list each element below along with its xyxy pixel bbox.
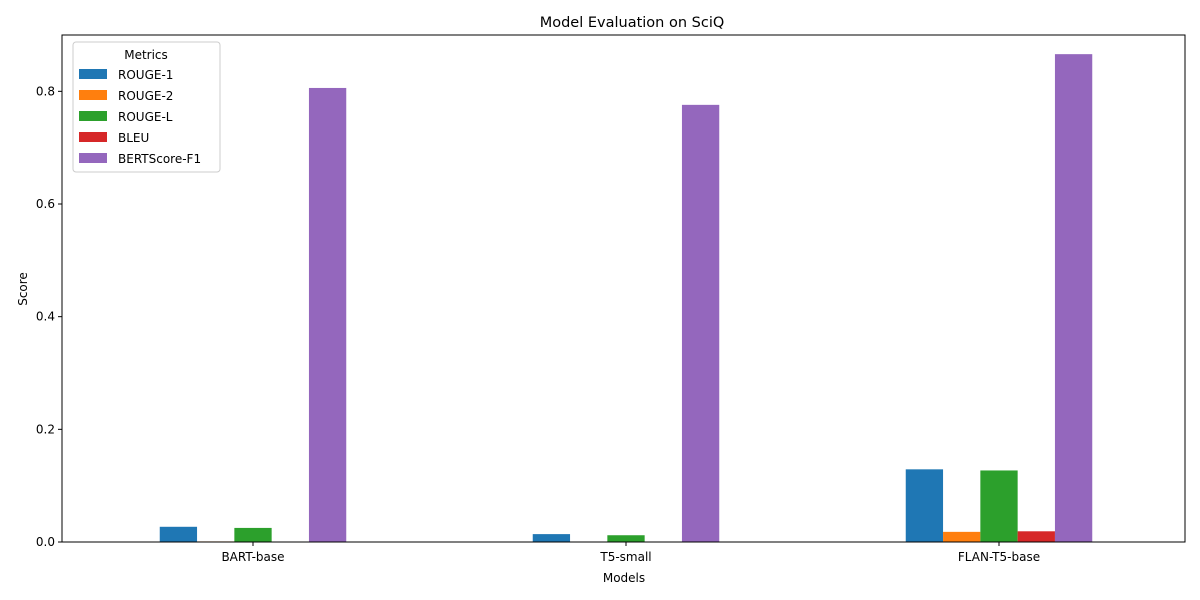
legend-label: ROUGE-2 (118, 89, 173, 103)
legend-label: BERTScore-F1 (118, 152, 201, 166)
legend-box (72, 41, 221, 173)
x-axis: BART-base T5-small FLAN-T5-base (221, 542, 1040, 564)
bar (308, 87, 347, 542)
bar (943, 531, 981, 542)
y-tick-label: 0.4 (36, 310, 55, 324)
bar (234, 527, 272, 542)
y-tick-label: 0.8 (36, 84, 55, 98)
bars-group (159, 54, 1093, 543)
y-tick-label: 0.6 (36, 197, 55, 211)
x-tick-label: FLAN-T5-base (958, 550, 1040, 564)
bar (607, 535, 645, 542)
bar (532, 534, 571, 542)
legend-label: ROUGE-L (118, 110, 173, 124)
y-tick-label: 0.0 (36, 535, 55, 549)
x-axis-label: Models (603, 571, 645, 585)
legend-label: ROUGE-1 (118, 68, 173, 82)
bar (159, 526, 198, 542)
legend-items: ROUGE-1 ROUGE-2 ROUGE-L BLEU BERTScore-F1 (79, 68, 201, 166)
legend-title: Metrics (124, 48, 168, 62)
y-axis: 0.0 0.2 0.4 0.6 0.8 (36, 84, 62, 549)
chart-title: Model Evaluation on SciQ (540, 15, 725, 31)
y-tick-label: 0.2 (36, 422, 55, 436)
bar (980, 470, 1018, 542)
legend-label: BLEU (118, 131, 149, 145)
y-axis-label: Score (16, 272, 30, 306)
x-tick-label: BART-base (221, 550, 284, 564)
plot-frame (61, 34, 1186, 543)
bar (681, 104, 720, 542)
legend-swatch (79, 69, 107, 79)
legend-swatch (79, 132, 107, 142)
legend: Metrics ROUGE-1 ROUGE-2 ROUGE-L BLEU BERTSco… (72, 41, 221, 173)
legend-swatch (79, 153, 107, 163)
legend-swatch (79, 90, 107, 100)
x-tick-label: T5-small (599, 550, 651, 564)
bar (905, 469, 944, 542)
legend-swatch (79, 111, 107, 121)
bar (1054, 54, 1093, 543)
bar (1017, 531, 1055, 542)
